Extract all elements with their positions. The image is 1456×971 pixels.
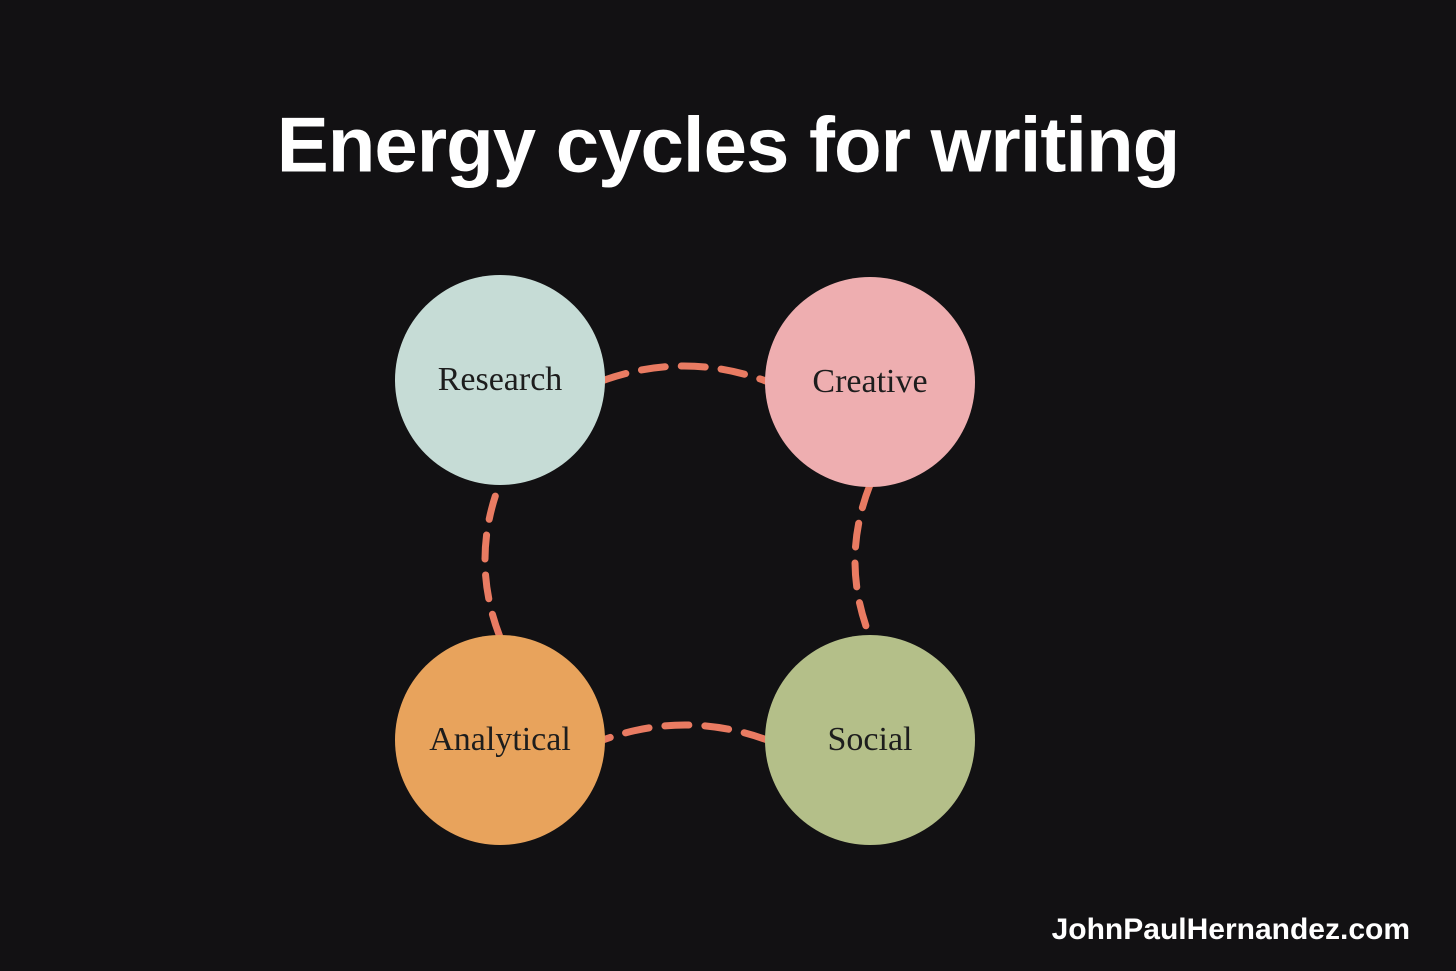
node-label-creative: Creative	[812, 363, 927, 401]
attribution-text: JohnPaulHernandez.com	[1052, 913, 1410, 947]
edge-research-creative	[603, 366, 767, 381]
edge-analytical-research	[485, 483, 500, 637]
page-title: Energy cycles for writing	[277, 100, 1180, 191]
node-analytical: Analytical	[395, 635, 605, 845]
edge-creative-social	[855, 485, 870, 637]
node-social: Social	[765, 635, 975, 845]
node-label-analytical: Analytical	[429, 721, 571, 759]
node-creative: Creative	[765, 277, 975, 487]
node-research: Research	[395, 275, 605, 485]
diagram-canvas: Energy cycles for writing JohnPaulHernan…	[0, 0, 1456, 971]
node-label-social: Social	[828, 721, 913, 759]
node-label-research: Research	[438, 361, 563, 399]
edge-social-analytical	[603, 725, 767, 740]
